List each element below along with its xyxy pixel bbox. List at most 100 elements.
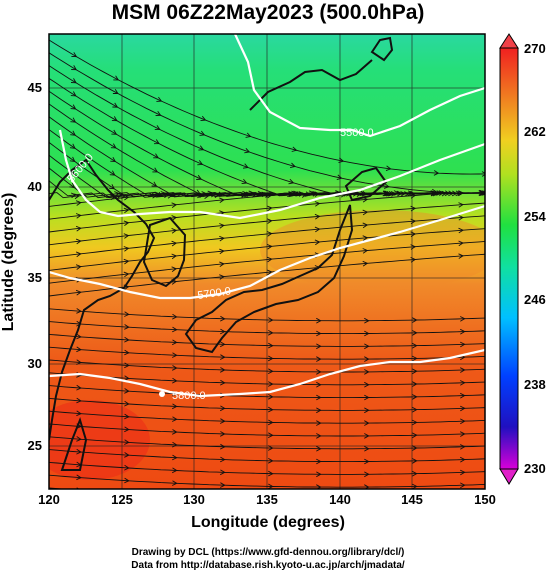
- streamline-arrow-icon: [244, 147, 251, 154]
- streamline-arrow-icon: [109, 184, 115, 190]
- streamline-arrow-icon: [172, 313, 178, 320]
- streamline-arrow-icon: [364, 369, 370, 375]
- streamline-arrow-icon: [316, 394, 322, 401]
- streamline-arrow-icon: [109, 170, 116, 176]
- streamline-arrow-icon: [411, 368, 418, 375]
- streamline-arrow-icon: [124, 452, 130, 458]
- streamline-arrow-icon: [266, 192, 273, 199]
- streamline-arrow-icon: [245, 132, 252, 138]
- streamline-arrow-icon: [172, 429, 178, 435]
- streamline-arrow-icon: [364, 407, 370, 414]
- streamline-arrow-icon: [458, 202, 464, 208]
- streamline-arrow-icon: [124, 426, 130, 433]
- credit-line-2: Data from http://database.rish.kyoto-u.a…: [131, 560, 405, 571]
- streamline-arrow-icon: [411, 470, 418, 477]
- contour-5700: [49, 204, 485, 300]
- streamline-arrow-icon: [70, 104, 77, 110]
- streamline-arrow-icon: [411, 317, 418, 323]
- streamline-arrow-icon: [267, 419, 274, 426]
- streamline-arrow-icon: [75, 200, 82, 206]
- streamline-arrow-icon: [74, 193, 81, 200]
- streamline-arrow-icon: [151, 181, 158, 187]
- height-contours: [49, 34, 485, 398]
- streamline-arrow-icon: [316, 445, 322, 452]
- streamline-arrow-icon: [490, 190, 494, 195]
- streamline-arrow-icon: [171, 253, 178, 260]
- streamline-arrow-icon: [124, 362, 130, 369]
- streamline-arrow-icon: [460, 496, 465, 501]
- streamline-arrow-icon: [217, 191, 224, 197]
- streamline-arrow-icon: [219, 405, 226, 412]
- contour-5500: [234, 34, 485, 138]
- x-tick-label: 135: [256, 492, 278, 507]
- streamline-arrow-icon: [314, 226, 321, 233]
- streamline-arrow-icon: [112, 89, 119, 94]
- streamline-arrow-icon: [124, 388, 130, 394]
- x-tick-label: 140: [329, 492, 351, 507]
- streamline-arrow-icon: [267, 406, 274, 413]
- streamline-arrow-icon: [76, 359, 82, 365]
- streamline-arrow-icon: [75, 251, 82, 258]
- streamline-arrow-icon: [172, 467, 178, 474]
- streamline-arrow-icon: [172, 365, 178, 371]
- streamline-arrow-icon: [197, 160, 204, 166]
- colorbar-tick-label: 230: [524, 461, 546, 476]
- streamline-arrow-icon: [219, 379, 226, 386]
- streamline-arrow-icon: [75, 238, 82, 245]
- streamline-arrow-icon: [172, 480, 178, 486]
- streamline-arrow-icon: [124, 439, 130, 445]
- kuril-island: [370, 36, 394, 62]
- warm-spot: [49, 400, 150, 480]
- streamline-arrow-icon: [219, 341, 226, 348]
- credit-line-1: Drawing by DCL (https://www.gfd-dennou.o…: [132, 547, 405, 558]
- streamline-arrow-icon: [124, 349, 130, 356]
- streamline-arrow-icon: [266, 218, 273, 224]
- streamline-arrow-icon: [219, 367, 226, 373]
- streamline-arrow-icon: [171, 227, 178, 234]
- korea-peninsula: [142, 216, 187, 288]
- streamline-arrow-icon: [171, 202, 178, 208]
- streamline-arrow-icon: [241, 178, 248, 185]
- streamline-arrow-icon: [411, 445, 418, 451]
- streamline-arrow-icon: [172, 494, 177, 499]
- streamline-arrow-icon: [124, 311, 130, 317]
- streamline-arrow-icon: [383, 183, 390, 189]
- streamline-arrow-icon: [267, 445, 274, 451]
- streamline-arrow-icon: [219, 197, 225, 203]
- streamline-arrow-icon: [219, 235, 225, 242]
- streamline-arrow-icon: [364, 330, 370, 337]
- contour-5600: [58, 129, 485, 220]
- streamline-arrow-icon: [76, 346, 82, 353]
- sakhalin-coast: [249, 59, 373, 111]
- streamline-arrow-icon: [69, 156, 76, 162]
- streamline-arrow-icon: [460, 328, 466, 335]
- colorbar-tick-label: 262: [524, 124, 546, 139]
- streamline-arrow-icon: [316, 343, 322, 350]
- streamline-arrow-icon: [69, 143, 76, 149]
- streamline-arrow-icon: [362, 260, 369, 267]
- streamline-arrow-icon: [364, 381, 370, 388]
- streamline: [49, 39, 485, 175]
- streamline-arrow-icon: [411, 394, 418, 400]
- streamline-arrow-icon: [124, 375, 130, 381]
- streamline-arrow-icon: [171, 240, 178, 247]
- colorbar-top-arrow: [499, 33, 519, 49]
- y-axis-label: Latitude (degrees): [0, 193, 17, 332]
- streamline-arrow-icon: [410, 244, 417, 250]
- streamline-arrow-icon: [219, 456, 226, 463]
- colorbar: 270 262 254 246 238 230: [499, 33, 546, 485]
- contour-label-5700: 5700.0: [197, 285, 232, 302]
- streamline-arrow-icon: [266, 269, 273, 276]
- streamline-arrow-icon: [460, 418, 466, 425]
- streamline-arrow-icon: [75, 264, 82, 270]
- streamline-arrow-icon: [76, 448, 82, 455]
- x-tick-label: 150: [474, 492, 496, 507]
- y-tick-label: 35: [28, 270, 42, 285]
- streamline-arrow-icon: [316, 471, 322, 478]
- streamline-arrow-icon: [411, 432, 418, 439]
- streamline-arrow-icon: [153, 153, 160, 159]
- contour-label-5800: 5800.0: [172, 390, 206, 402]
- streamline-arrow-icon: [70, 78, 77, 84]
- streamline-arrow-icon: [460, 367, 466, 373]
- streamline-arrow-icon: [362, 222, 369, 229]
